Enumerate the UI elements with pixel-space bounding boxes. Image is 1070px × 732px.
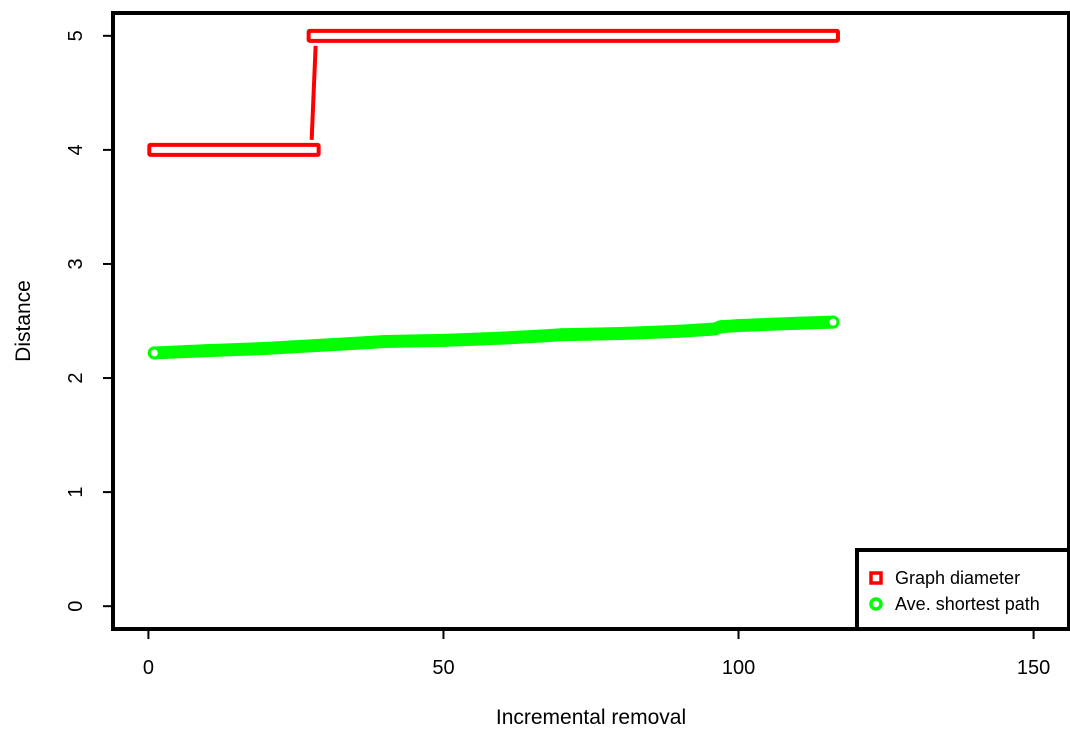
series-graph-diameter xyxy=(147,28,840,157)
x-tick-label: 0 xyxy=(143,657,154,679)
legend-circle-icon xyxy=(869,597,883,611)
y-tick-label: 5 xyxy=(65,30,87,41)
avg-point xyxy=(614,327,628,341)
series-ave-shortest-path xyxy=(147,315,840,360)
x-axis-title: Incremental removal xyxy=(496,706,686,729)
avg-point xyxy=(259,341,273,355)
legend-square-icon xyxy=(869,571,883,585)
y-tick-label: 1 xyxy=(65,487,87,498)
avg-point xyxy=(318,338,332,352)
y-tick-label: 4 xyxy=(65,144,87,155)
avg-point xyxy=(495,331,509,345)
avg-endpoint xyxy=(826,315,840,329)
avg-point xyxy=(537,329,551,343)
avg-point xyxy=(791,316,805,330)
legend: Graph diameter Ave. shortest path xyxy=(855,548,1070,631)
diameter-marker-run xyxy=(147,142,321,157)
x-tick-label: 100 xyxy=(722,657,755,679)
y-axis-title: Distance xyxy=(12,280,35,362)
legend-label: Ave. shortest path xyxy=(895,594,1040,614)
avg-point xyxy=(714,320,728,334)
avg-point xyxy=(377,335,391,349)
diameter-marker-run xyxy=(306,28,840,43)
legend-box xyxy=(855,548,1070,631)
y-tick-label: 3 xyxy=(65,258,87,269)
avg-point xyxy=(732,319,746,333)
x-tick-label: 150 xyxy=(1017,657,1050,679)
plot-content xyxy=(147,28,840,360)
avg-point xyxy=(673,324,687,338)
avg-point xyxy=(200,344,214,358)
avg-point xyxy=(360,336,374,350)
avg-point xyxy=(436,333,450,347)
diameter-connector xyxy=(309,45,318,140)
legend-label: Graph diameter xyxy=(895,568,1020,588)
x-axis: 0 50 100 150 xyxy=(143,629,1050,679)
y-axis: 0 1 2 3 4 5 xyxy=(65,30,113,612)
avg-point xyxy=(554,328,568,342)
x-tick-label: 50 xyxy=(432,657,454,679)
avg-marker-run xyxy=(147,315,840,360)
y-tick-label: 0 xyxy=(65,601,87,612)
y-tick-label: 2 xyxy=(65,372,87,383)
plot-frame xyxy=(111,11,1070,631)
avg-endpoint xyxy=(147,346,161,360)
